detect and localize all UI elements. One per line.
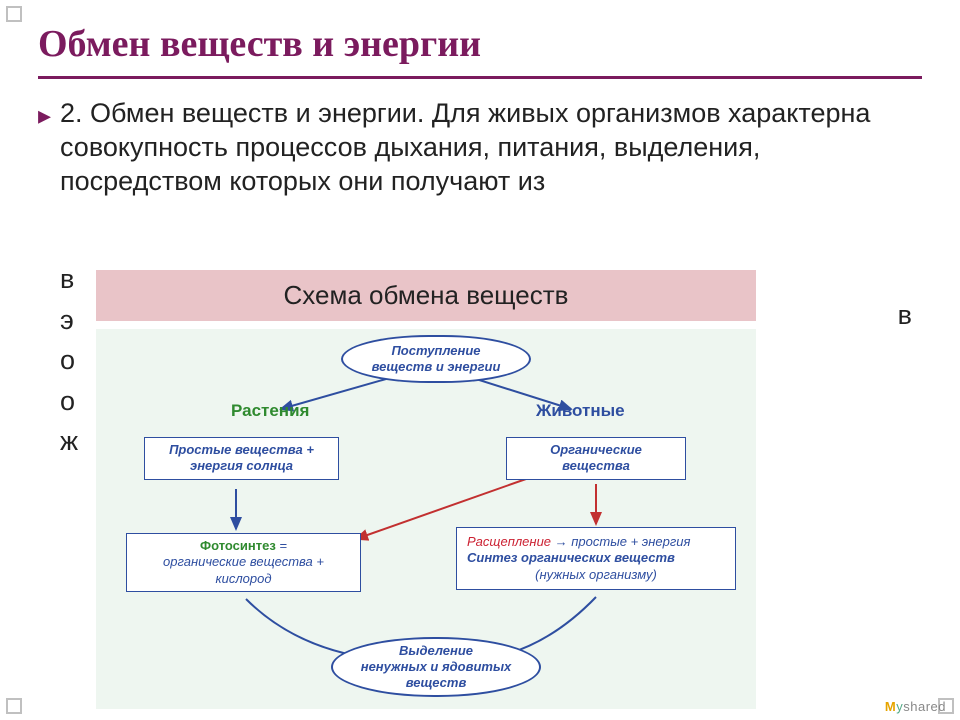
node-plants-2: Фотосинтез = органические вещества + кис… [126, 533, 361, 592]
occluded-right-char: в [898, 299, 912, 333]
diagram-wrap: Схема обмена веществ [96, 270, 756, 709]
node-top: Поступление веществ и энергии [341, 335, 531, 383]
body-area: ▸ 2. Обмен веществ и энергии. Для живых … [0, 79, 960, 198]
bullet-icon: ▸ [38, 97, 60, 198]
body-paragraph: 2. Обмен веществ и энергии. Для живых ор… [60, 97, 922, 198]
node-animals-1: Органические вещества [506, 437, 686, 480]
occluded-left-col: в э о о ж [60, 259, 78, 462]
node-bottom: Выделение ненужных и ядовитых веществ [331, 637, 541, 697]
deco-tl [6, 6, 22, 22]
label-plants: Растения [231, 401, 309, 421]
watermark: Myshared [885, 699, 946, 714]
label-animals: Животные [536, 401, 625, 421]
slide-title: Обмен веществ и энергии [0, 0, 960, 70]
diagram-header: Схема обмена веществ [96, 270, 756, 321]
node-animals-2: Расщепление → простые + энергия Синтез о… [456, 527, 736, 590]
node-plants-1: Простые вещества + энергия солнца [144, 437, 339, 480]
diagram-body: Поступление веществ и энергии Растения Ж… [96, 329, 756, 709]
deco-bl [6, 698, 22, 714]
